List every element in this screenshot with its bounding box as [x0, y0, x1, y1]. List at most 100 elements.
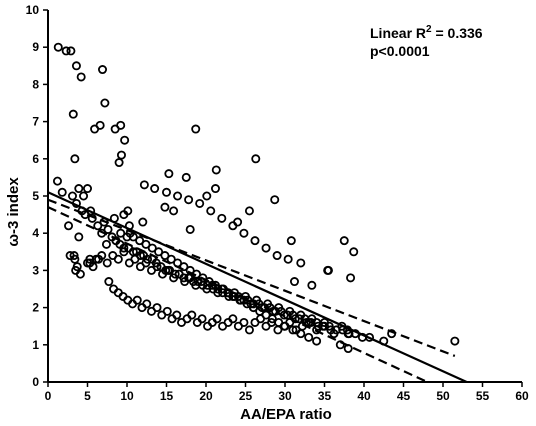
data-point	[296, 310, 306, 320]
r-squared-value: = 0.336	[432, 25, 483, 41]
y-tick-label: 4	[32, 226, 39, 240]
data-point	[289, 277, 299, 287]
data-point	[99, 217, 109, 227]
data-point	[206, 206, 216, 216]
data-point	[312, 336, 322, 346]
data-point	[379, 336, 389, 346]
data-point	[69, 251, 79, 261]
data-point	[304, 332, 314, 342]
data-point	[296, 329, 306, 339]
data-point	[119, 247, 129, 257]
data-point	[100, 98, 110, 108]
x-tick-label: 45	[397, 389, 411, 403]
data-point	[217, 213, 227, 223]
data-point	[349, 247, 359, 257]
data-point	[191, 124, 201, 134]
y-tick-label: 1	[32, 338, 39, 352]
x-tick-label: 0	[45, 389, 52, 403]
data-point	[236, 295, 246, 305]
data-point	[280, 321, 290, 331]
data-point	[162, 306, 172, 316]
data-point	[166, 254, 176, 264]
data-point	[95, 120, 105, 130]
data-point	[101, 239, 111, 249]
data-point	[195, 198, 205, 208]
x-tick-label: 10	[120, 389, 134, 403]
data-point	[313, 321, 323, 331]
data-point	[70, 154, 80, 164]
y-tick-label: 0	[32, 375, 39, 389]
data-point	[323, 265, 333, 275]
data-point	[185, 224, 195, 234]
data-point	[57, 187, 67, 197]
data-point	[65, 251, 75, 261]
data-point	[147, 243, 157, 253]
y-tick-label: 6	[32, 152, 39, 166]
y-tick-label: 2	[32, 301, 39, 315]
data-point	[255, 306, 265, 316]
data-point	[116, 228, 126, 238]
data-point	[248, 303, 258, 313]
data-point	[261, 310, 271, 320]
data-point	[169, 206, 179, 216]
x-tick-label: 55	[476, 389, 490, 403]
data-point	[185, 265, 195, 275]
data-point	[85, 258, 95, 268]
x-tick-label: 25	[239, 389, 253, 403]
data-point	[173, 258, 183, 268]
x-tick-label: 50	[436, 389, 450, 403]
x-tick-label: 60	[515, 389, 529, 403]
axes	[43, 9, 523, 387]
data-point	[138, 217, 148, 227]
regression-lines	[47, 191, 468, 384]
data-point	[307, 314, 317, 324]
data-point	[179, 262, 189, 272]
data-point	[71, 61, 81, 71]
data-point	[187, 310, 197, 320]
data-point	[228, 314, 238, 324]
data-point	[229, 291, 239, 301]
data-point	[116, 150, 126, 160]
data-point	[270, 195, 280, 205]
regression-line	[47, 191, 468, 384]
data-point	[160, 202, 170, 212]
data-point	[365, 332, 375, 342]
data-points	[52, 42, 460, 354]
data-point	[198, 273, 208, 283]
data-point	[346, 273, 356, 283]
data-point	[114, 158, 124, 168]
data-point	[97, 228, 107, 238]
data-point	[288, 325, 298, 335]
data-point	[250, 236, 260, 246]
data-point	[233, 217, 243, 227]
data-point	[71, 198, 81, 208]
data-point	[120, 135, 130, 145]
r-squared-superscript: 2	[426, 24, 432, 35]
data-point	[141, 239, 151, 249]
data-point	[141, 258, 151, 268]
data-point	[244, 206, 254, 216]
data-point	[181, 172, 191, 182]
data-point	[251, 154, 261, 164]
data-point	[164, 169, 174, 179]
data-point	[173, 191, 183, 201]
data-point	[172, 310, 182, 320]
data-point	[119, 243, 129, 253]
data-point	[97, 251, 107, 261]
data-point	[161, 187, 171, 197]
r-squared-label: Linear R	[370, 25, 426, 41]
x-tick-label: 30	[278, 389, 292, 403]
confidence-band-upper	[47, 198, 456, 357]
data-point	[296, 258, 306, 268]
data-point	[184, 195, 194, 205]
data-point	[337, 321, 347, 331]
p-value-annotation: p<0.0001	[370, 43, 430, 59]
x-tick-label: 15	[160, 389, 174, 403]
data-point	[307, 280, 317, 290]
data-point	[83, 184, 93, 194]
data-point	[67, 191, 77, 201]
data-point	[76, 72, 86, 82]
data-point	[79, 191, 89, 201]
